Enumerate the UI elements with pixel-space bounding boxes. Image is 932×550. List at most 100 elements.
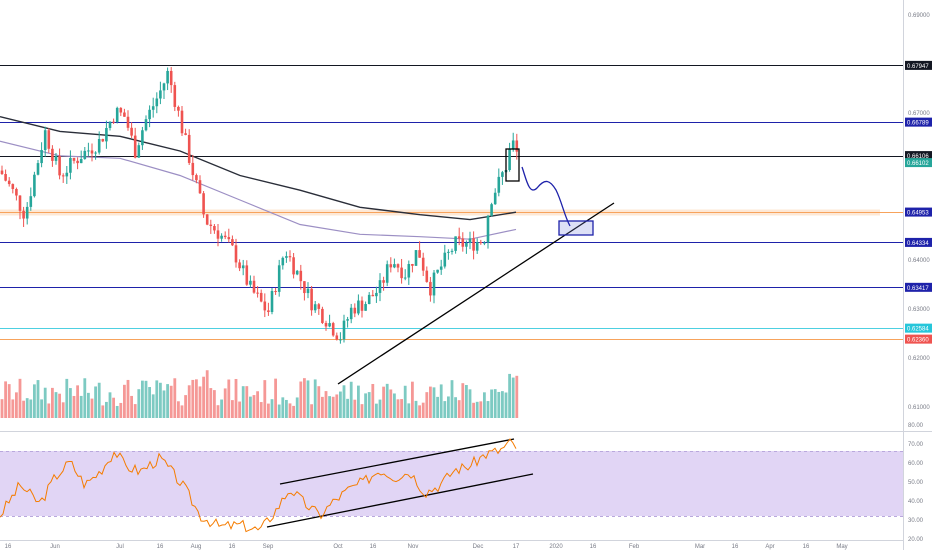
candle bbox=[493, 192, 497, 205]
candle bbox=[411, 264, 414, 266]
volume-bar bbox=[69, 388, 72, 418]
volume-bar bbox=[321, 396, 324, 418]
volume-bar bbox=[79, 395, 83, 418]
candle bbox=[169, 70, 173, 86]
candle bbox=[72, 157, 76, 161]
candle bbox=[87, 150, 90, 152]
volume-bar bbox=[407, 403, 411, 418]
candle bbox=[249, 280, 252, 285]
candle bbox=[277, 265, 281, 292]
price-badge-label: 0.66106 bbox=[907, 154, 929, 160]
volume-bar bbox=[180, 405, 184, 418]
volume-bar bbox=[389, 389, 393, 418]
candle bbox=[105, 128, 108, 142]
time-tick-label: Oct bbox=[333, 544, 343, 550]
volume-bar bbox=[367, 392, 371, 418]
candle bbox=[310, 288, 313, 311]
volume-bar bbox=[220, 399, 223, 418]
projection-path bbox=[521, 166, 571, 227]
time-tick-label: 16 bbox=[590, 544, 597, 550]
volume-bar bbox=[285, 399, 288, 418]
volume-bar bbox=[112, 397, 115, 418]
candle bbox=[137, 145, 141, 158]
rsi-tick-label: 40.00 bbox=[908, 499, 924, 505]
volume-bar bbox=[277, 404, 281, 418]
volume-bar bbox=[249, 396, 252, 418]
volume-bar bbox=[33, 384, 36, 418]
candle bbox=[177, 106, 180, 111]
candle bbox=[360, 300, 364, 311]
candle bbox=[486, 215, 490, 243]
volume-bar bbox=[479, 401, 483, 418]
candle bbox=[238, 262, 241, 269]
moving-average-short bbox=[0, 140, 517, 240]
candle bbox=[421, 257, 425, 271]
price-badge bbox=[905, 60, 932, 70]
candle bbox=[483, 242, 486, 244]
time-tick-label: Mar bbox=[695, 544, 705, 550]
rsi-band bbox=[0, 451, 903, 516]
candle bbox=[51, 148, 54, 161]
volume-bar bbox=[195, 379, 198, 418]
volume-bar bbox=[292, 405, 295, 418]
candle bbox=[83, 150, 87, 160]
candle bbox=[270, 291, 274, 313]
candle bbox=[184, 133, 187, 135]
highlight-box bbox=[505, 148, 520, 182]
time-tick-label: Dec bbox=[473, 544, 484, 550]
candle bbox=[256, 292, 259, 294]
volume-bar bbox=[51, 387, 54, 418]
price-badge bbox=[905, 334, 932, 344]
price-tick-label: 0.64000 bbox=[908, 258, 930, 264]
candle bbox=[216, 230, 220, 239]
time-tick-label: 16 bbox=[732, 544, 739, 550]
candle bbox=[490, 204, 493, 216]
price-badge bbox=[905, 158, 932, 168]
candle bbox=[79, 159, 83, 164]
target-box bbox=[558, 220, 594, 236]
volume-bar bbox=[227, 379, 231, 418]
time-tick-label: Feb bbox=[629, 544, 640, 550]
candle bbox=[274, 291, 277, 293]
price-badge bbox=[905, 323, 932, 333]
volume-bar bbox=[256, 391, 259, 418]
volume-bar bbox=[497, 391, 501, 418]
candle bbox=[439, 266, 443, 270]
volume-bar bbox=[148, 387, 151, 418]
time-tick-label: Jul bbox=[116, 544, 124, 550]
time-tick-label: Aug bbox=[191, 544, 202, 550]
candle bbox=[0, 170, 4, 175]
candle bbox=[187, 134, 191, 163]
volume-bar bbox=[18, 378, 22, 418]
volume-bar bbox=[270, 399, 274, 418]
volume-bar bbox=[425, 392, 429, 418]
candle bbox=[317, 304, 321, 309]
candle bbox=[123, 112, 126, 117]
volume-bar bbox=[504, 392, 508, 418]
candle bbox=[245, 265, 249, 285]
volume-bar bbox=[486, 401, 490, 418]
volume-bar bbox=[317, 386, 321, 418]
candle bbox=[479, 242, 483, 244]
candle bbox=[61, 175, 65, 177]
candle bbox=[331, 323, 335, 336]
volume-bar bbox=[126, 379, 130, 418]
volume-bar bbox=[310, 404, 313, 418]
volume-bar bbox=[191, 379, 195, 418]
rsi-tick-label: 50.00 bbox=[908, 480, 924, 486]
volume-bar bbox=[133, 404, 137, 418]
candle bbox=[18, 195, 22, 211]
candle bbox=[252, 280, 256, 293]
volume-bar bbox=[130, 395, 133, 418]
rsi-tick-label: 60.00 bbox=[908, 461, 924, 467]
price-badge-label: 0.67947 bbox=[907, 64, 929, 70]
candle bbox=[144, 119, 148, 131]
volume-bar bbox=[331, 396, 335, 418]
volume-bar bbox=[324, 391, 328, 418]
volume-bar bbox=[454, 397, 457, 418]
volume-bar bbox=[339, 391, 342, 418]
candle bbox=[501, 172, 504, 177]
candle bbox=[29, 196, 33, 207]
candle bbox=[303, 281, 306, 294]
